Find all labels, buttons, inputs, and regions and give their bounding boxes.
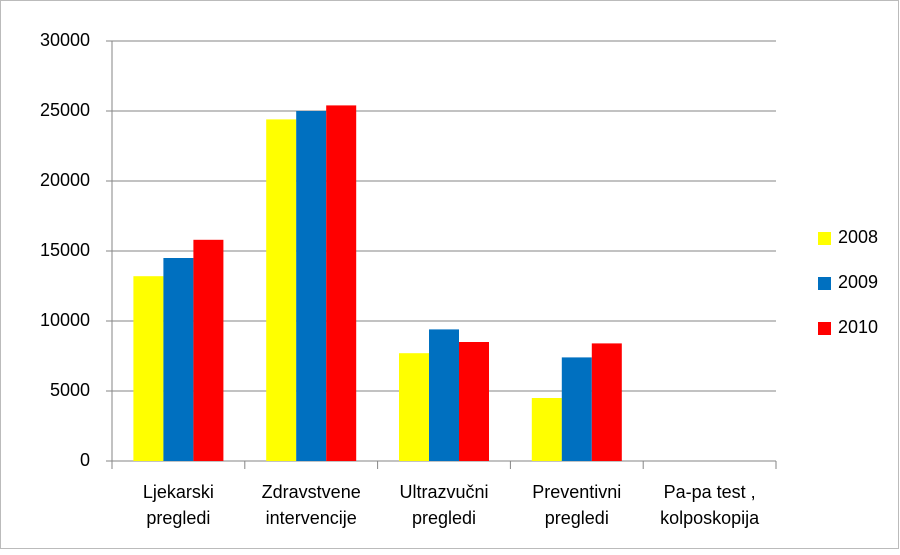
bar [326, 105, 357, 462]
x-tick-label: Zdravstvene intervencije [262, 482, 361, 528]
bar [429, 329, 459, 461]
y-tick-label: 25000 [40, 100, 90, 120]
legend-label: 2008 [838, 227, 878, 247]
bar [591, 343, 622, 461]
x-tick-label: Ultrazvučni pregledi [399, 482, 488, 528]
legend-label: 2009 [838, 272, 878, 292]
bar [193, 239, 224, 461]
x-tick-label: Preventivni pregledi [532, 482, 621, 528]
y-tick-label: 15000 [40, 240, 90, 260]
bar [296, 111, 327, 461]
legend-swatch [818, 322, 831, 335]
bar [459, 342, 489, 461]
y-tick-label: 20000 [40, 170, 90, 190]
bar [133, 276, 164, 461]
x-tick-label: Pa-pa test , kolposkopija [660, 482, 760, 528]
legend-label: 2010 [838, 317, 878, 337]
bar [399, 353, 429, 461]
bar [266, 119, 297, 462]
y-tick-label: 10000 [40, 310, 90, 330]
y-tick-label: 0 [80, 450, 90, 470]
bar [163, 258, 194, 461]
legend-swatch [818, 277, 831, 290]
x-tick-label: Ljekarski pregledi [143, 482, 214, 528]
bar [531, 398, 562, 461]
bar [561, 357, 592, 461]
y-tick-label: 30000 [40, 30, 90, 50]
legend-swatch [818, 232, 831, 245]
y-tick-label: 5000 [50, 380, 90, 400]
